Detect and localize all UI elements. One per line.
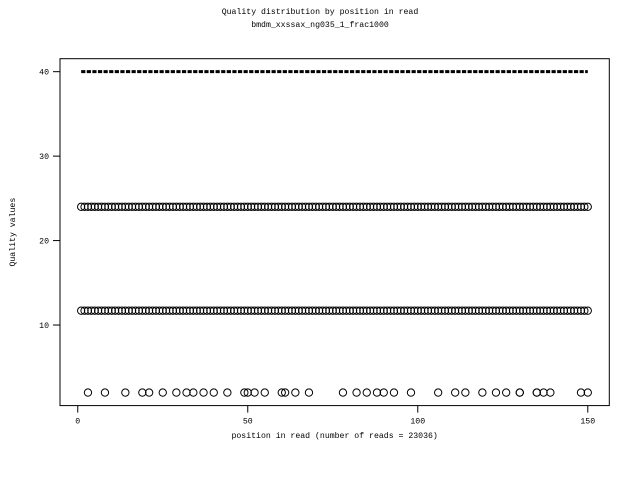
svg-text:50: 50 [243,418,253,427]
svg-text:bmdm_xxssax_ng035_1_frac1000: bmdm_xxssax_ng035_1_frac1000 [251,20,389,30]
svg-text:100: 100 [410,418,425,427]
svg-text:Quality distribution by positi: Quality distribution by position in read [222,7,419,17]
svg-text:20: 20 [39,237,49,246]
svg-text:Quality values: Quality values [8,198,18,267]
svg-text:position in read (number of re: position in read (number of reads = 2303… [231,431,437,441]
svg-text:40: 40 [39,68,49,77]
svg-text:30: 30 [39,153,49,162]
svg-text:0: 0 [75,418,80,427]
svg-text:10: 10 [39,322,49,331]
svg-text:150: 150 [580,418,595,427]
